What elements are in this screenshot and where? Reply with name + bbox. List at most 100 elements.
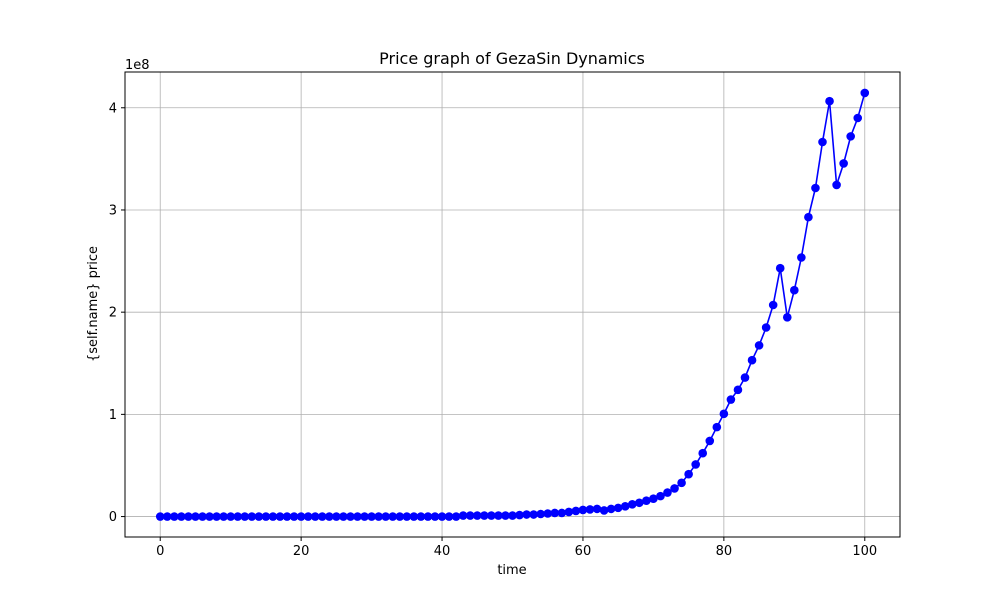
data-point: [289, 512, 299, 521]
data-point: [797, 253, 806, 262]
data-point: [839, 159, 848, 168]
data-point: [698, 448, 708, 458]
data-point: [226, 512, 235, 521]
data-point: [606, 504, 616, 514]
data-point: [268, 512, 278, 521]
data-point: [437, 512, 447, 521]
data-point: [177, 512, 186, 521]
data-point: [656, 491, 665, 501]
y-tick-label: 2: [109, 306, 117, 321]
data-point: [480, 511, 489, 520]
data-point: [317, 512, 327, 521]
x-tick-label: 100: [852, 544, 877, 559]
y-tick-label: 0: [109, 510, 117, 525]
data-point: [613, 503, 623, 513]
data-point: [170, 512, 179, 521]
data-point: [191, 512, 200, 521]
data-point: [557, 508, 567, 518]
data-point: [663, 488, 672, 497]
series-layer: [155, 88, 870, 521]
data-point: [543, 509, 553, 518]
data-point: [487, 511, 496, 520]
data-point: [458, 511, 468, 520]
data-point: [395, 512, 405, 521]
data-point: [775, 263, 785, 273]
data-point: [388, 512, 398, 521]
data-point: [818, 137, 827, 147]
data-point: [451, 512, 461, 521]
x-axis-label: time: [497, 563, 526, 578]
data-point: [233, 512, 243, 521]
data-point: [754, 341, 764, 350]
data-point: [360, 512, 369, 521]
data-point: [409, 512, 419, 521]
y-axis-offset-label: 1e8: [125, 58, 150, 73]
data-point: [642, 496, 651, 506]
data-point: [811, 183, 820, 193]
x-axis-ticks: 0 20 40 60 80 100: [156, 537, 877, 559]
data-point: [571, 506, 581, 516]
y-axis-ticks: 0 1 2 3 4: [109, 101, 125, 525]
data-point: [416, 512, 426, 521]
data-point: [515, 510, 524, 520]
data-point: [522, 510, 531, 519]
y-tick-label: 1: [109, 408, 117, 423]
x-tick-label: 20: [293, 544, 310, 559]
data-point: [564, 507, 574, 517]
data-point: [677, 478, 686, 488]
data-point: [599, 506, 609, 515]
data-point: [825, 96, 834, 106]
y-tick-label: 4: [109, 101, 117, 116]
data-point: [860, 88, 870, 98]
data-point: [627, 499, 637, 509]
data-point: [247, 512, 257, 521]
data-point: [635, 498, 644, 508]
data-point: [529, 510, 538, 519]
data-point: [184, 512, 193, 521]
data-point: [444, 512, 454, 521]
data-point: [162, 512, 172, 521]
data-point: [585, 505, 595, 514]
data-point: [592, 504, 602, 514]
data-point: [712, 422, 722, 432]
data-point: [733, 385, 743, 395]
data-point: [768, 300, 778, 310]
data-point: [550, 508, 560, 518]
data-point: [325, 512, 334, 521]
y-tick-label: 3: [109, 203, 117, 218]
data-point: [761, 323, 771, 332]
data-point: [381, 512, 390, 521]
data-point: [367, 512, 376, 521]
data-point: [296, 512, 306, 521]
data-point: [719, 409, 729, 419]
data-point: [536, 509, 545, 519]
data-point: [670, 484, 679, 493]
data-point: [339, 512, 348, 521]
data-point: [261, 512, 271, 521]
data-point: [205, 512, 214, 521]
x-tick-label: 80: [716, 544, 733, 559]
data-point: [282, 512, 292, 521]
y-axis-label: {self.name} price: [86, 246, 101, 362]
plot-area-frame: [124, 71, 901, 538]
data-point: [508, 511, 517, 520]
data-point: [472, 511, 482, 520]
data-point: [240, 512, 250, 521]
data-point: [578, 505, 588, 515]
data-point: [423, 512, 433, 521]
data-point: [501, 511, 510, 520]
data-point: [430, 512, 440, 521]
x-tick-label: 60: [575, 544, 592, 559]
data-point: [726, 395, 736, 404]
data-point: [649, 494, 658, 503]
x-tick-label: 40: [434, 544, 451, 559]
data-point: [303, 512, 313, 521]
chart-title: Price graph of GezaSin Dynamics: [379, 49, 645, 68]
data-point: [832, 180, 841, 190]
data-point: [310, 512, 320, 521]
data-point: [374, 512, 383, 521]
data-point: [853, 113, 863, 123]
data-point: [353, 512, 362, 521]
data-point: [198, 512, 207, 521]
